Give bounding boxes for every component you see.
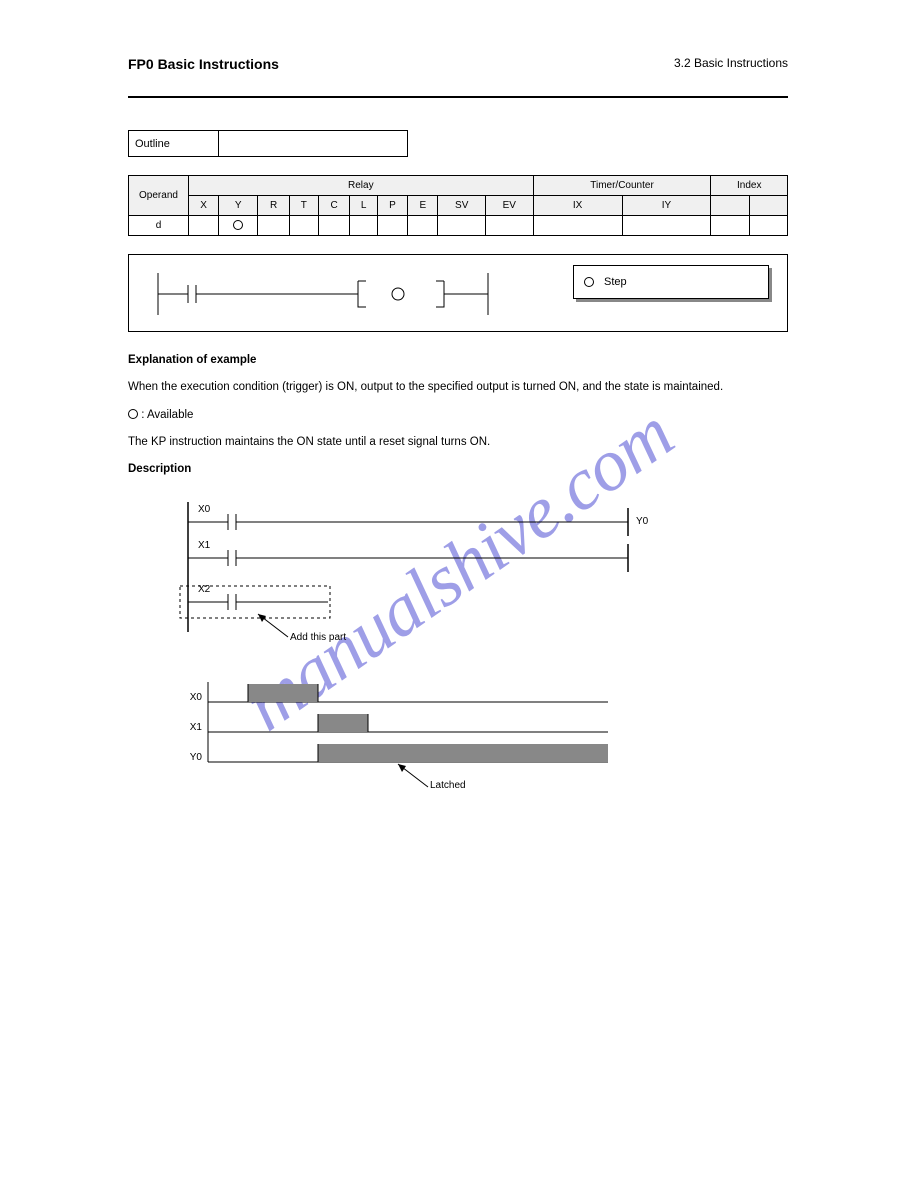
circle-note: : Available xyxy=(128,407,788,424)
tbl2-cell-12 xyxy=(622,216,711,236)
tbl2-cell-6 xyxy=(350,216,377,236)
tbl2-cell-4 xyxy=(289,216,318,236)
step-box: Step xyxy=(573,265,769,299)
tbl2-col-14 xyxy=(749,196,787,216)
tbl2-cell-3 xyxy=(258,216,290,236)
tbl2-col-12: IY xyxy=(622,196,711,216)
tbl1-r1c2 xyxy=(219,131,408,157)
tbl2-head-main: Operand xyxy=(129,176,189,216)
diag2-note: Add this part xyxy=(290,632,346,643)
outline-table: Outline xyxy=(128,130,408,157)
tbl2-group-idx: Index xyxy=(711,176,788,196)
tbl2-col-4: T xyxy=(289,196,318,216)
tbl2-cell-1 xyxy=(189,216,219,236)
header-right: 3.2 Basic Instructions xyxy=(674,56,788,70)
tbl2-cell-8 xyxy=(408,216,438,236)
tbl2-col-5: C xyxy=(318,196,350,216)
diag2-x1: X1 xyxy=(198,540,210,551)
tbl2-col-13 xyxy=(711,196,749,216)
diag2-x0: X0 xyxy=(198,504,210,515)
tbl2-cell-2 xyxy=(219,216,258,236)
timing-note: Latched xyxy=(430,780,466,791)
tbl2-col-10: EV xyxy=(486,196,534,216)
step-label: Step xyxy=(604,276,627,288)
tbl2-cell-9 xyxy=(438,216,486,236)
body-text: Explanation of example When the executio… xyxy=(128,352,788,478)
circle-note-text: : Available xyxy=(138,409,193,421)
section2-title: Description xyxy=(128,461,788,478)
tbl2-cell-10 xyxy=(486,216,534,236)
timing-y0: Y0 xyxy=(172,752,202,763)
tbl2-row-label: d xyxy=(129,216,189,236)
circle-icon xyxy=(128,409,138,419)
tbl2-col-7: P xyxy=(377,196,407,216)
ladder-program-box: Step xyxy=(128,254,788,332)
tbl2-cell-14 xyxy=(749,216,787,236)
diag2-x2: X2 xyxy=(198,584,210,595)
tbl2-cell-13 xyxy=(711,216,749,236)
timing-chart: X0 X1 Y0 Latched xyxy=(128,672,788,832)
tbl2-cell-11 xyxy=(533,216,622,236)
diag2-y0: Y0 xyxy=(636,516,648,527)
tbl2-group-tc: Timer/Counter xyxy=(533,176,711,196)
timing-x1: X1 xyxy=(172,722,202,733)
tbl2-col-1: X xyxy=(189,196,219,216)
section1-p2: The KP instruction maintains the ON stat… xyxy=(128,434,788,451)
operand-table: Operand Relay Timer/Counter Index X Y R … xyxy=(128,175,788,236)
tbl1-r1c1: Outline xyxy=(129,131,219,157)
circle-icon xyxy=(584,277,594,287)
section1-p1: When the execution condition (trigger) i… xyxy=(128,379,788,396)
tbl2-group-relay: Relay xyxy=(189,176,534,196)
tbl2-col-6: L xyxy=(350,196,377,216)
tbl2-col-11: IX xyxy=(533,196,622,216)
ladder-example: X0 X1 X2 Y0 Add this part xyxy=(128,492,788,652)
tbl2-col-8: E xyxy=(408,196,438,216)
tbl2-cell-7 xyxy=(377,216,407,236)
tbl2-col-2: Y xyxy=(219,196,258,216)
tbl2-col-9: SV xyxy=(438,196,486,216)
timing-x0: X0 xyxy=(172,692,202,703)
available-icon xyxy=(233,220,243,230)
section1-title: Explanation of example xyxy=(128,352,788,369)
tbl2-cell-5 xyxy=(318,216,350,236)
header-rule xyxy=(128,96,788,98)
page-content: FP0 Basic Instructions 3.2 Basic Instruc… xyxy=(128,56,788,832)
tbl2-col-3: R xyxy=(258,196,290,216)
